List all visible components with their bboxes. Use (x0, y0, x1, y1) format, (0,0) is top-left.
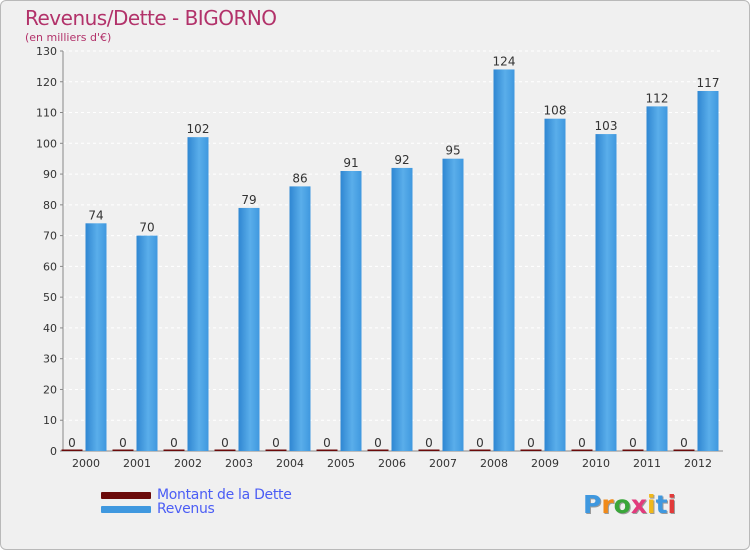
proxiti-logo: Proxiti (583, 490, 676, 519)
data-label-revenus: 79 (241, 193, 256, 207)
data-label-dette: 0 (476, 436, 484, 450)
bar-dette (112, 449, 134, 451)
chart-title: Revenus/Dette - BIGORNO (25, 6, 277, 30)
bar-dette (571, 449, 593, 451)
y-tick-label: 60 (43, 260, 57, 273)
legend-label-revenus: Revenus (157, 501, 215, 517)
data-label-revenus: 112 (646, 91, 669, 105)
data-label-revenus: 117 (697, 76, 720, 90)
data-label-revenus: 91 (343, 156, 358, 170)
data-label-dette: 0 (629, 436, 637, 450)
bar-revenus (289, 186, 311, 451)
data-label-dette: 0 (119, 436, 127, 450)
x-tick-label: 2006 (378, 457, 406, 470)
bar-dette (61, 449, 83, 451)
data-label-revenus: 86 (292, 171, 307, 185)
data-label-revenus: 92 (394, 153, 409, 167)
x-tick-label: 2001 (123, 457, 151, 470)
x-tick-label: 2010 (582, 457, 610, 470)
bar-dette (673, 449, 695, 451)
x-tick-label: 2007 (429, 457, 457, 470)
y-tick-label: 130 (36, 45, 57, 58)
data-label-dette: 0 (578, 436, 586, 450)
legend-item-revenus: Revenus (101, 501, 215, 517)
bar-revenus (340, 171, 362, 451)
y-tick-label: 10 (43, 414, 57, 427)
y-tick-label: 30 (43, 353, 57, 366)
bar-dette (418, 449, 440, 451)
logo-letter: t (655, 490, 668, 519)
x-tick-label: 2002 (174, 457, 202, 470)
bar-revenus (595, 134, 617, 452)
y-tick-label: 120 (36, 76, 57, 89)
x-tick-label: 2005 (327, 457, 355, 470)
bar-revenus (187, 137, 209, 451)
data-label-dette: 0 (680, 436, 688, 450)
logo-letter: x (630, 490, 647, 519)
x-tick-label: 2008 (480, 457, 508, 470)
y-tick-label: 0 (50, 445, 57, 458)
bar-revenus (238, 207, 260, 451)
bar-dette (163, 449, 185, 451)
bar-dette (367, 449, 389, 451)
bar-dette (265, 449, 287, 451)
data-label-dette: 0 (374, 436, 382, 450)
bar-dette (520, 449, 542, 451)
data-label-revenus: 102 (187, 122, 210, 136)
data-label-dette: 0 (272, 436, 280, 450)
chart-subtitle: (en milliers d'€) (25, 31, 112, 44)
bar-dette (469, 449, 491, 451)
y-tick-label: 20 (43, 383, 57, 396)
bar-revenus (391, 167, 413, 451)
bar-revenus (85, 223, 107, 451)
x-tick-label: 2011 (633, 457, 661, 470)
bar-revenus (697, 91, 719, 451)
y-tick-label: 80 (43, 199, 57, 212)
data-label-revenus: 103 (595, 119, 618, 133)
bar-revenus (544, 118, 566, 451)
y-tick-label: 110 (36, 107, 57, 120)
y-tick-label: 70 (43, 230, 57, 243)
data-label-dette: 0 (323, 436, 331, 450)
logo-letter: i (647, 490, 656, 519)
x-tick-label: 2009 (531, 457, 559, 470)
y-tick-label: 40 (43, 322, 57, 335)
bar-revenus (493, 69, 515, 451)
data-label-revenus: 95 (445, 144, 460, 158)
legend-swatch-revenus (101, 505, 151, 513)
logo-letter: o (613, 490, 631, 519)
data-label-dette: 0 (221, 436, 229, 450)
legend-swatch-dette (101, 491, 151, 499)
logo-letter: i (667, 490, 677, 519)
legend-label-dette: Montant de la Dette (157, 487, 292, 503)
legend-item-dette: Montant de la Dette (101, 487, 292, 503)
bar-revenus (136, 235, 158, 451)
data-label-dette: 0 (425, 436, 433, 450)
data-label-dette: 0 (170, 436, 178, 450)
x-tick-label: 2012 (684, 457, 712, 470)
bar-revenus (646, 106, 668, 451)
x-tick-label: 2003 (225, 457, 253, 470)
data-label-revenus: 124 (493, 54, 516, 68)
data-label-revenus: 70 (139, 221, 154, 235)
y-tick-label: 100 (36, 137, 57, 150)
bar-dette (316, 449, 338, 451)
logo-letter: r (601, 490, 614, 519)
y-tick-label: 90 (43, 168, 57, 181)
bar-dette (214, 449, 236, 451)
y-tick-label: 50 (43, 291, 57, 304)
bar-dette (622, 449, 644, 451)
bar-revenus (442, 158, 464, 451)
x-tick-label: 2000 (72, 457, 100, 470)
x-tick-label: 2004 (276, 457, 304, 470)
data-label-revenus: 108 (544, 104, 567, 118)
data-label-dette: 0 (527, 436, 535, 450)
data-label-revenus: 74 (88, 208, 103, 222)
data-label-dette: 0 (68, 436, 76, 450)
logo-letter: P (583, 490, 602, 519)
